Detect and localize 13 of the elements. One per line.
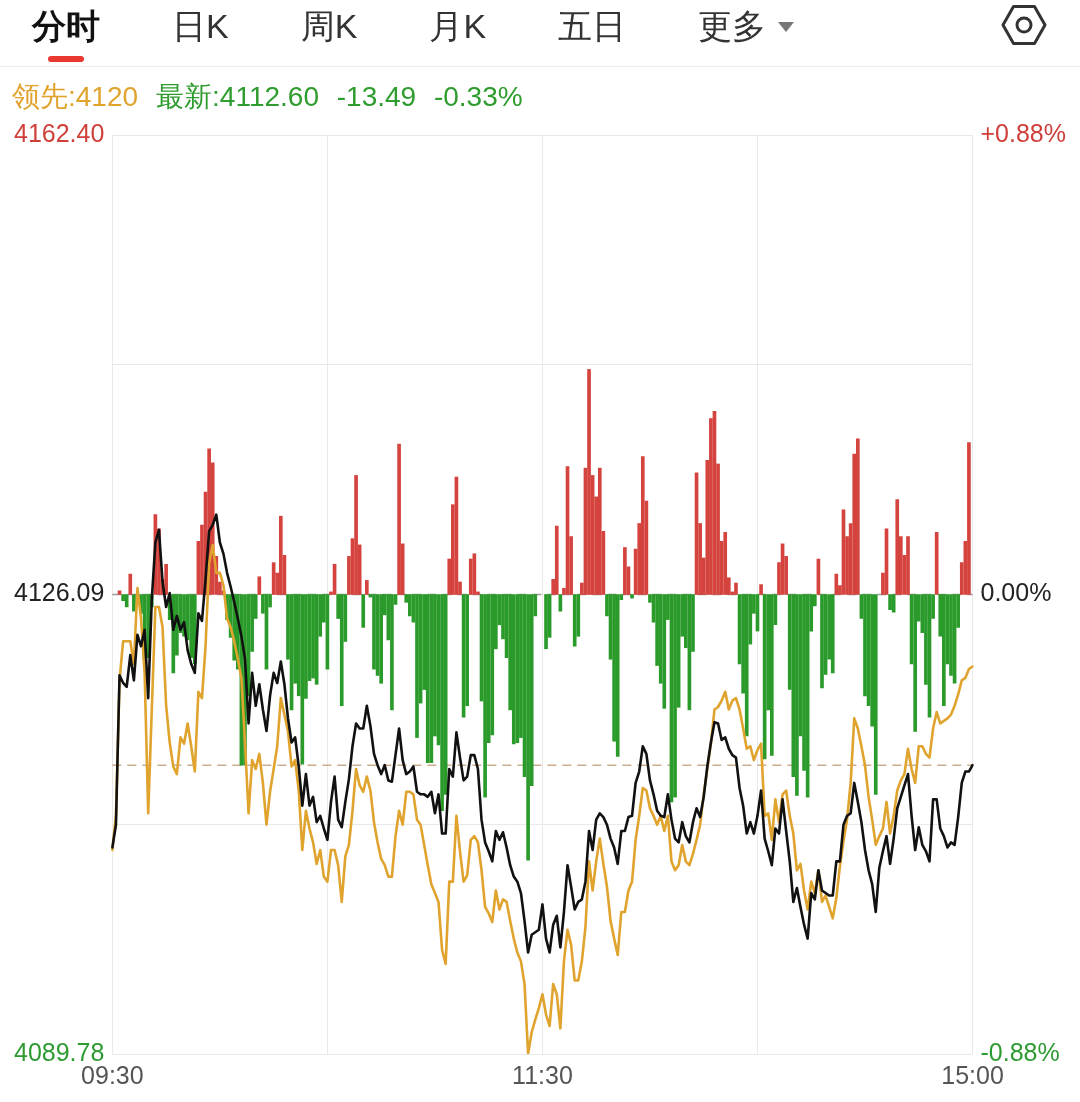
y2-tick-label: 0.00% <box>980 578 1052 607</box>
text: 日K <box>172 6 229 46</box>
y-tick-label: 4126.09 <box>13 578 105 607</box>
x-tick-label: 11:30 <box>512 1060 573 1089</box>
text: 周K <box>300 6 358 46</box>
text: 五日 <box>558 6 627 46</box>
text: 月K <box>429 6 487 46</box>
text: 领先:4120 <box>12 80 139 114</box>
y-tick-label: 4162.40 <box>13 118 105 147</box>
text: 分时 <box>32 6 100 46</box>
y2-tick-label: +0.88% <box>980 118 1067 147</box>
chart-subtitle: 最新:4112.60 -13.49 -0.33% <box>156 80 523 114</box>
text: 更多 <box>698 6 767 46</box>
